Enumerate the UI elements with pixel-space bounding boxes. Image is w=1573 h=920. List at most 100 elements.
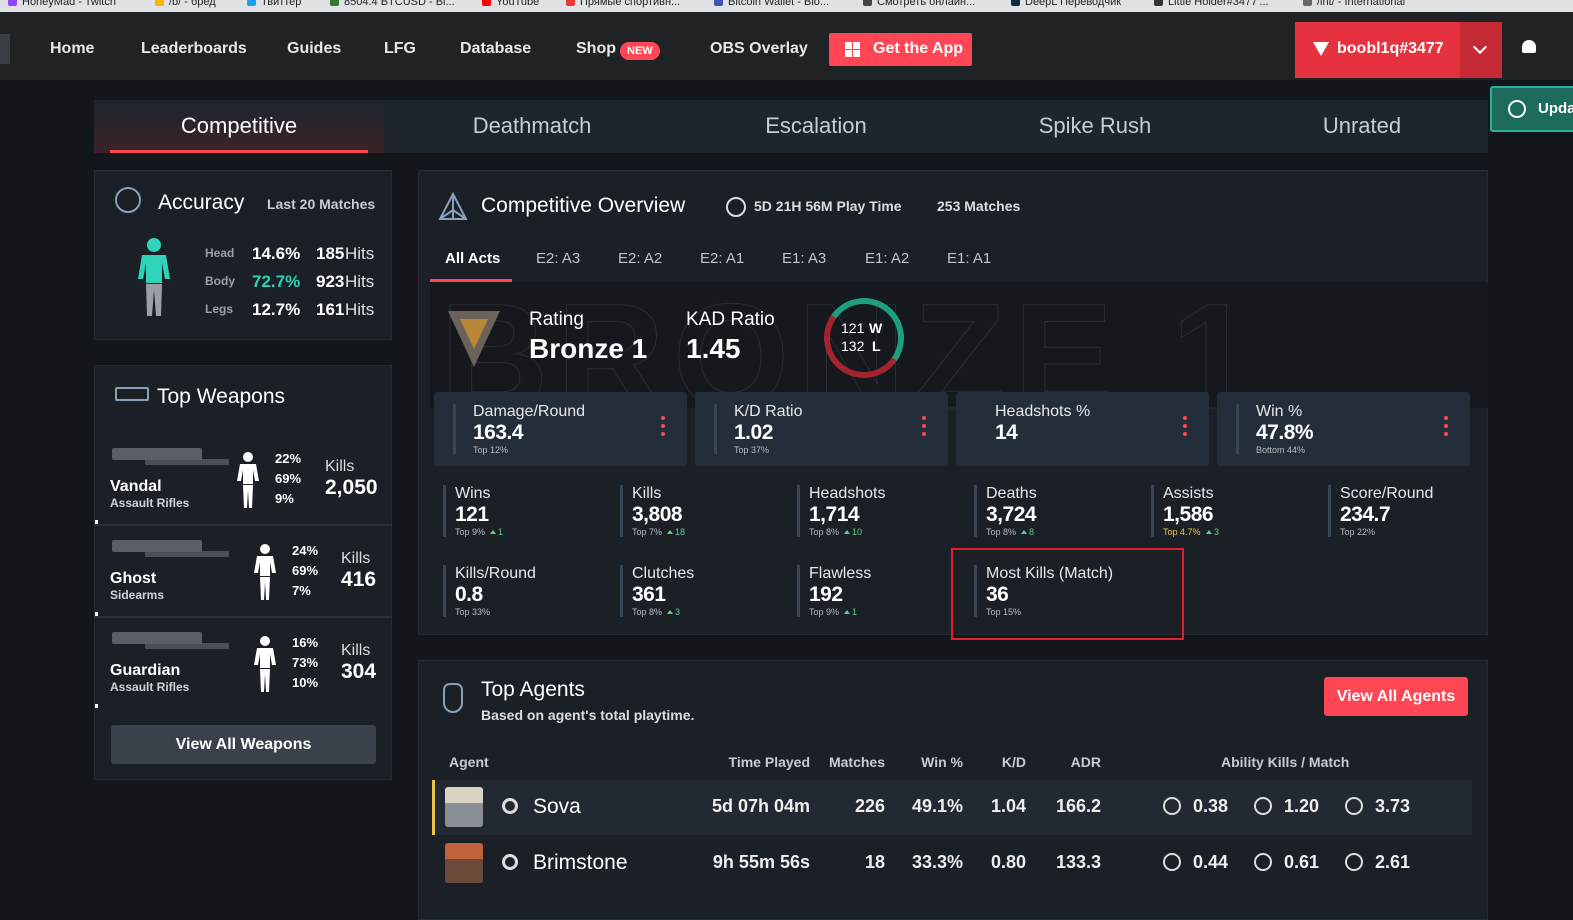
main-stat-label: Win % bbox=[1256, 403, 1303, 420]
bookmark[interactable]: Bitcoin Wallet - Blo... bbox=[714, 0, 829, 8]
stat-bar bbox=[453, 404, 456, 454]
ability-icon bbox=[1345, 797, 1363, 815]
stat-bar bbox=[714, 404, 717, 454]
stat-value: 36 bbox=[986, 583, 1009, 606]
weapon-image bbox=[112, 632, 202, 644]
stat-label: Wins bbox=[455, 485, 491, 502]
update-button[interactable]: Upda bbox=[1490, 86, 1573, 132]
overview-icon bbox=[438, 191, 468, 227]
kills-value: 2,050 bbox=[325, 476, 378, 499]
nav-link[interactable]: LFG bbox=[384, 40, 416, 57]
stat-rank: Top 8% bbox=[809, 527, 840, 537]
stat-menu[interactable] bbox=[661, 416, 665, 440]
bookmark[interactable]: Little Holder#3477'... bbox=[1154, 0, 1269, 8]
nav-link[interactable]: Database bbox=[460, 40, 532, 57]
mode-tab[interactable]: Spike Rush bbox=[1038, 113, 1152, 138]
wins-count: 121 bbox=[841, 320, 865, 336]
bookmark-label: Little Holder#3477'... bbox=[1168, 0, 1269, 8]
stat-value: 1,714 bbox=[809, 503, 860, 526]
stat-value: 1,586 bbox=[1163, 503, 1214, 526]
hit-label: Hits bbox=[345, 272, 375, 291]
agent-time: 5d 07h 04m bbox=[711, 796, 810, 816]
bookmark-icon bbox=[155, 0, 164, 6]
medal-icon bbox=[443, 683, 463, 713]
stat-value: 121 bbox=[455, 503, 489, 526]
bookmark-label: Твиттер bbox=[261, 0, 302, 8]
agent-time: 9h 55m 56s bbox=[712, 852, 810, 872]
bookmark[interactable]: /b/ - бред bbox=[155, 0, 216, 8]
bookmark[interactable]: Прямые спортивн... bbox=[566, 0, 680, 8]
act-tab[interactable]: E1: A3 bbox=[782, 250, 827, 267]
body-figure bbox=[137, 238, 171, 323]
agent-adr: 166.2 bbox=[1055, 796, 1101, 816]
stat-label: Most Kills (Match) bbox=[986, 565, 1114, 582]
stat-menu[interactable] bbox=[1444, 416, 1448, 440]
weapon-marker bbox=[95, 704, 98, 708]
user-menu[interactable]: boobl1q#3477 bbox=[1295, 22, 1502, 78]
bookmark[interactable]: DeepL Переводчик bbox=[1011, 0, 1121, 8]
clock-icon bbox=[726, 197, 746, 217]
bookmark[interactable]: /int/ - International bbox=[1303, 0, 1405, 8]
agent-adr: 133.3 bbox=[1055, 852, 1101, 872]
bookmark[interactable]: 8504.4 BTCUSD - Bi... bbox=[330, 0, 455, 8]
username: boobl1q#3477 bbox=[1337, 40, 1444, 57]
view-weapons-button[interactable]: View All Weapons bbox=[111, 725, 376, 764]
stat-bar bbox=[620, 485, 623, 537]
stat-value: 0.8 bbox=[455, 583, 483, 606]
bookmark-icon bbox=[1154, 0, 1163, 6]
weapon-class: Assault Rifles bbox=[110, 680, 190, 694]
bookmark[interactable]: YouTube bbox=[482, 0, 539, 8]
mode-tab[interactable]: Competitive bbox=[180, 113, 298, 138]
bookmark-icon bbox=[482, 0, 491, 6]
ability-kills: 3.73 bbox=[1375, 796, 1411, 816]
gun-icon bbox=[115, 387, 149, 401]
bell[interactable] bbox=[1522, 40, 1536, 53]
bookmark-icon bbox=[330, 0, 339, 6]
agent-name: Sova bbox=[533, 795, 581, 818]
view-agents-button[interactable]: View All Agents bbox=[1324, 677, 1468, 716]
body-figure-svg bbox=[138, 238, 170, 316]
act-tab[interactable]: E2: A2 bbox=[618, 250, 663, 267]
stat-menu[interactable] bbox=[1183, 416, 1187, 440]
mode-tab[interactable]: Unrated bbox=[1322, 113, 1402, 138]
act-tab[interactable]: E2: A1 bbox=[700, 250, 745, 267]
weapon-hit-percent: 10% bbox=[292, 675, 319, 690]
act-tab[interactable]: E1: A2 bbox=[865, 250, 910, 267]
nav-link[interactable]: OBS Overlay bbox=[710, 40, 808, 57]
nav-link[interactable]: Home bbox=[50, 40, 95, 57]
column-header: Win % bbox=[921, 754, 963, 770]
act-tab[interactable]: All Acts bbox=[445, 250, 501, 267]
stat-menu[interactable] bbox=[922, 416, 926, 440]
act-tab[interactable]: E2: A3 bbox=[536, 250, 581, 267]
role-icon bbox=[502, 854, 518, 870]
main-stat-rank: Top 12% bbox=[473, 445, 509, 455]
mode-tab[interactable]: Escalation bbox=[765, 113, 867, 138]
top-nav: Home Leaderboards Guides LFG Database Shop OBS… bbox=[0, 12, 1573, 80]
main-stat-box bbox=[695, 392, 948, 466]
stat-rank: Top 4.7% bbox=[1163, 527, 1201, 537]
hit-percent: 14.6% bbox=[252, 244, 301, 263]
stat-rank: Top 9% bbox=[455, 527, 486, 537]
mode-tab[interactable]: Deathmatch bbox=[472, 113, 592, 138]
weapon-figure bbox=[237, 452, 259, 513]
hit-percent: 72.7% bbox=[252, 272, 301, 291]
dot bbox=[1444, 416, 1448, 420]
weapon-hit-percent: 73% bbox=[292, 655, 319, 670]
weapon-marker bbox=[95, 520, 98, 524]
weapon-figure bbox=[254, 636, 276, 697]
bookmark-icon bbox=[247, 0, 256, 6]
get-app-button[interactable]: Get the App bbox=[829, 33, 972, 66]
stat-rank: Top 8% bbox=[632, 607, 663, 617]
bookmark[interactable]: Твиттер bbox=[247, 0, 301, 8]
weapon-class: Assault Rifles bbox=[110, 496, 190, 510]
kad-label: KAD Ratio bbox=[686, 309, 775, 330]
act-tab[interactable]: E1: A1 bbox=[947, 250, 992, 267]
nav-link[interactable]: Shop bbox=[576, 40, 616, 57]
stat-value: 361 bbox=[632, 583, 666, 606]
nav-link[interactable]: Leaderboards bbox=[141, 40, 247, 57]
agents-title: Top Agents bbox=[481, 678, 585, 701]
bookmark-icon bbox=[863, 0, 872, 6]
nav-link[interactable]: Guides bbox=[287, 40, 342, 57]
bookmark[interactable]: HoneyMad - Twitch bbox=[8, 0, 116, 8]
bookmark[interactable]: Смотреть онлайн... bbox=[863, 0, 975, 8]
